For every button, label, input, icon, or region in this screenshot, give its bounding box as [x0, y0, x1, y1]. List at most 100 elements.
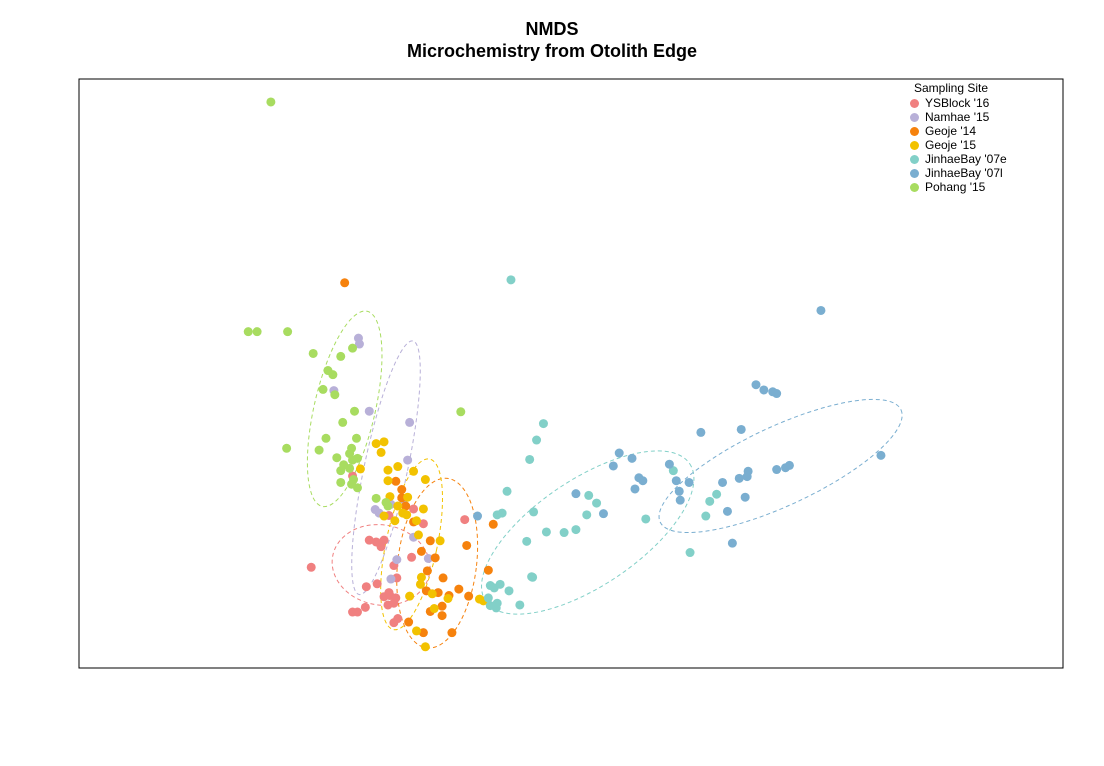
data-point — [685, 548, 695, 558]
data-point — [502, 486, 512, 496]
data-point — [488, 519, 498, 529]
data-point — [403, 492, 413, 502]
data-point — [405, 417, 415, 427]
data-point — [348, 607, 358, 617]
data-point — [532, 435, 542, 445]
data-point — [318, 384, 328, 394]
data-point — [403, 455, 413, 465]
legend-title: Sampling Site — [914, 81, 989, 95]
data-point — [389, 618, 399, 628]
data-point — [701, 511, 711, 521]
confidence-ellipse — [351, 340, 421, 596]
data-point — [404, 617, 414, 627]
data-point — [383, 465, 393, 475]
data-point — [772, 389, 782, 399]
data-point — [454, 584, 464, 594]
data-point — [413, 530, 423, 540]
data-point — [371, 537, 381, 547]
data-point — [506, 275, 516, 285]
data-point — [592, 498, 602, 508]
legend-label: Geoje '14 — [925, 124, 976, 138]
data-point — [423, 553, 433, 563]
legend-marker — [910, 126, 919, 136]
data-point — [492, 598, 502, 608]
data-point — [675, 495, 685, 505]
legend-label: JinhaeBay '07e — [925, 152, 1007, 166]
data-point — [460, 515, 470, 525]
legend-marker — [910, 182, 919, 192]
data-point — [349, 475, 359, 485]
data-point — [759, 385, 769, 395]
chart-subtitle: Microchemistry from Otolith Edge — [406, 41, 698, 61]
data-point — [371, 439, 381, 449]
data-point — [464, 591, 474, 601]
data-point — [722, 506, 732, 516]
legend-label: YSBlock '16 — [925, 96, 990, 110]
data-point — [630, 484, 640, 494]
data-point — [582, 510, 592, 520]
data-point — [393, 462, 403, 472]
data-point — [474, 594, 484, 604]
data-point — [330, 390, 340, 400]
data-point — [437, 601, 447, 611]
data-point — [447, 628, 457, 638]
data-point — [525, 454, 535, 464]
data-point — [429, 604, 439, 614]
data-point — [712, 489, 722, 499]
data-point — [364, 535, 374, 545]
data-point — [321, 433, 331, 443]
data-point — [816, 305, 826, 315]
chart-title: NMDS — [525, 19, 579, 39]
data-point — [282, 443, 292, 453]
data-point — [383, 476, 393, 486]
data-point — [427, 589, 437, 599]
data-point — [718, 477, 728, 487]
data-point — [340, 278, 350, 288]
data-point — [402, 510, 412, 520]
data-point — [430, 553, 440, 563]
data-point — [584, 490, 594, 500]
plot-frame — [78, 78, 1064, 669]
data-point — [734, 473, 744, 483]
legend-marker — [910, 98, 919, 108]
data-point — [409, 504, 419, 514]
data-point — [674, 486, 684, 496]
legend-marker — [910, 168, 919, 178]
data-point — [361, 582, 371, 592]
data-point — [283, 327, 293, 337]
data-point — [522, 536, 532, 546]
data-point — [420, 642, 430, 652]
data-point — [348, 343, 358, 353]
legend-item: Geoje '14 — [910, 124, 1007, 138]
data-point — [462, 540, 472, 550]
data-point — [418, 628, 428, 638]
data-point — [339, 460, 349, 470]
data-point — [876, 450, 886, 460]
legend-item: Geoje '15 — [910, 138, 1007, 152]
data-point — [412, 626, 422, 636]
legend-marker — [910, 112, 919, 122]
data-point — [360, 602, 370, 612]
legend-label: Geoje '15 — [925, 138, 976, 152]
data-point — [784, 460, 794, 470]
data-point — [435, 536, 445, 546]
legend-marker — [910, 140, 919, 150]
data-point — [727, 538, 737, 548]
data-point — [608, 461, 618, 471]
data-point — [456, 407, 466, 417]
data-point — [416, 546, 426, 556]
data-point — [381, 497, 391, 507]
data-point — [751, 380, 761, 390]
data-point — [598, 509, 608, 519]
data-point — [409, 466, 419, 476]
data-point — [328, 370, 338, 380]
legend-label: JinhaeBay '07l — [925, 166, 1003, 180]
data-point — [538, 419, 548, 429]
data-point — [437, 611, 447, 621]
data-point — [351, 433, 361, 443]
data-point — [527, 572, 537, 582]
data-point — [668, 466, 678, 476]
data-point — [389, 598, 399, 608]
data-point — [418, 504, 428, 514]
data-point — [372, 579, 382, 589]
